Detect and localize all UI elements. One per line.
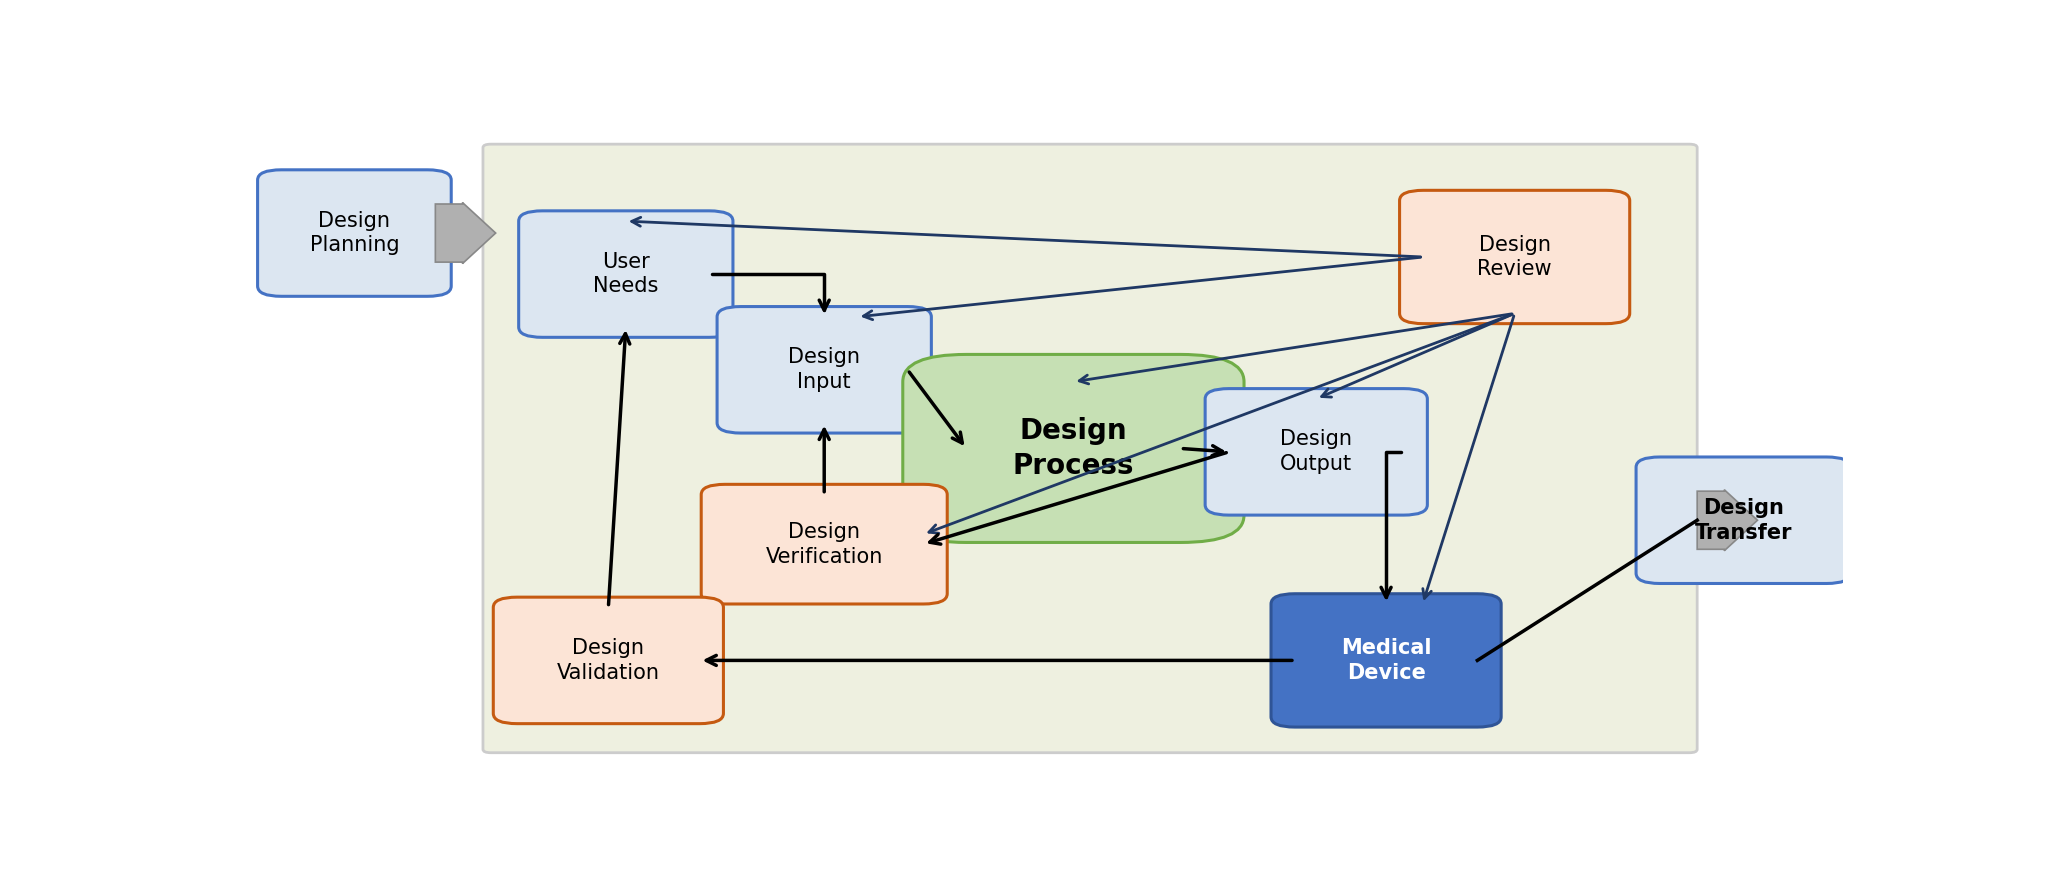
FancyBboxPatch shape	[1272, 594, 1501, 727]
Text: Design
Process: Design Process	[1012, 417, 1135, 480]
Text: Design
Verification: Design Verification	[766, 522, 883, 567]
FancyBboxPatch shape	[717, 306, 932, 433]
FancyBboxPatch shape	[1399, 190, 1630, 323]
Text: Design
Transfer: Design Transfer	[1694, 498, 1792, 543]
Text: User
Needs: User Needs	[594, 251, 659, 297]
FancyBboxPatch shape	[258, 170, 451, 297]
Text: Design
Review: Design Review	[1477, 234, 1552, 280]
Text: Medical
Device: Medical Device	[1341, 638, 1432, 683]
FancyBboxPatch shape	[1636, 457, 1849, 583]
FancyArrow shape	[1698, 489, 1757, 551]
FancyBboxPatch shape	[700, 484, 948, 604]
Text: Design
Planning: Design Planning	[309, 210, 399, 256]
Text: Design
Validation: Design Validation	[557, 638, 659, 683]
FancyArrow shape	[436, 202, 496, 264]
Text: Design
Output: Design Output	[1280, 430, 1352, 474]
FancyBboxPatch shape	[494, 597, 723, 724]
FancyBboxPatch shape	[903, 354, 1243, 543]
FancyBboxPatch shape	[483, 144, 1698, 753]
FancyBboxPatch shape	[1204, 389, 1427, 515]
Text: Design
Input: Design Input	[788, 347, 860, 392]
FancyBboxPatch shape	[518, 210, 733, 337]
